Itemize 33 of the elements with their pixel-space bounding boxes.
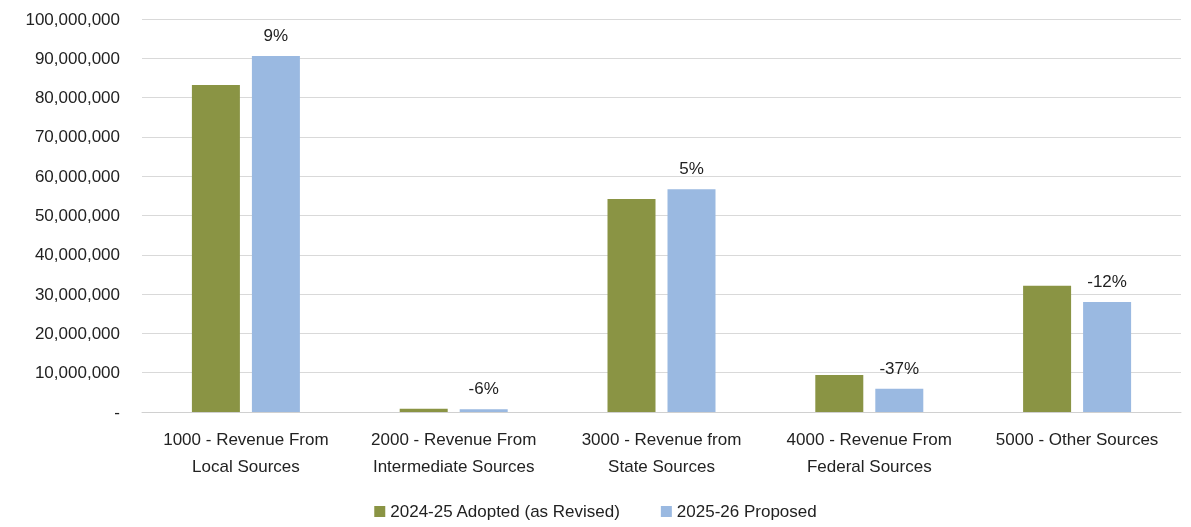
bar bbox=[1023, 285, 1072, 412]
bar bbox=[875, 388, 924, 412]
y-tick-label: 30,000,000 bbox=[34, 284, 120, 304]
annotation: 5% bbox=[679, 159, 704, 179]
bar bbox=[191, 85, 240, 412]
x-tick-label: 4000 - Revenue From Federal Sources bbox=[786, 430, 952, 476]
bar bbox=[815, 375, 864, 412]
y-tick-label: 100,000,000 bbox=[25, 9, 120, 29]
y-tick-label: 70,000,000 bbox=[34, 127, 120, 147]
bar bbox=[459, 409, 508, 412]
bar bbox=[251, 55, 300, 412]
x-tick-label: 1000 - Revenue From Local Sources bbox=[163, 430, 329, 476]
annotation: -12% bbox=[1087, 271, 1127, 291]
x-tick-label: 2000 - Revenue From Intermediate Sources bbox=[371, 430, 537, 476]
x-tick-label: 5000 - Other Sources bbox=[995, 430, 1159, 449]
y-tick-label: 80,000,000 bbox=[34, 88, 120, 108]
bar bbox=[1083, 301, 1132, 412]
annotation: -37% bbox=[879, 358, 920, 378]
bar bbox=[607, 198, 656, 412]
annotation: 9% bbox=[263, 25, 289, 45]
annotation: -6% bbox=[468, 379, 499, 399]
y-tick-label: - bbox=[114, 402, 120, 422]
y-tick-label: 90,000,000 bbox=[34, 48, 120, 68]
x-tick-label: 3000 - Revenue from State Sources bbox=[581, 430, 742, 476]
bar bbox=[667, 189, 716, 412]
y-tick-label: 10,000,000 bbox=[34, 363, 120, 383]
y-tick-label: 40,000,000 bbox=[34, 245, 120, 265]
legend-label: 2024-25 Adopted (as Revised) bbox=[390, 502, 620, 521]
legend-label: 2025-26 Proposed bbox=[676, 502, 817, 521]
y-tick-label: 50,000,000 bbox=[34, 206, 120, 225]
y-tick-label: 60,000,000 bbox=[34, 166, 120, 186]
y-tick-label: 20,000,000 bbox=[34, 323, 120, 343]
bar bbox=[399, 408, 448, 412]
